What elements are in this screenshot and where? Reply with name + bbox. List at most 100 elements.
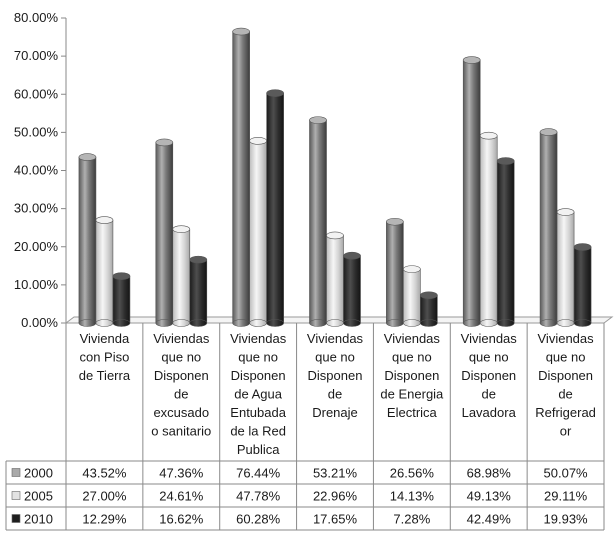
bar-base-2010-0 [112, 319, 131, 327]
data-label-2010-0: 12.29% [82, 512, 127, 527]
bar-2010-6 [573, 246, 592, 324]
category-label-3: Viviendas que no Disponen de Drenaje [307, 331, 364, 420]
category-label-line: Disponen [231, 368, 286, 383]
category-label-line: Refrigerad [535, 405, 596, 420]
legend-label-2005: 2005 [24, 489, 53, 504]
category-label-line: de la Red [230, 424, 286, 439]
bar-top-2005-5 [479, 131, 498, 140]
category-label-line: de [481, 387, 495, 402]
bar-2005-3 [326, 235, 344, 324]
data-label-2010-1: 16.62% [159, 512, 204, 527]
data-label-2010-5: 42.49% [467, 512, 512, 527]
bar-base-2000-6 [539, 319, 558, 327]
legend-swatch-2000 [11, 468, 21, 477]
category-label-line: Viviendas [230, 331, 287, 346]
bar-base-2000-0 [78, 319, 97, 327]
category-label-line: Electrica [387, 405, 438, 420]
bar-top-2010-3 [343, 251, 361, 260]
category-label-line: Disponen [384, 368, 439, 383]
legend-swatch-2010 [11, 514, 21, 523]
bar-top-2005-0 [95, 216, 114, 224]
category-label-line: que no [469, 350, 509, 365]
bar-base-2000-4 [386, 319, 404, 327]
bar-base-2005-5 [479, 319, 498, 327]
category-label-4: Viviendas que no Disponen de Energia Electri… [380, 331, 444, 420]
category-label-line: o sanitario [151, 424, 211, 439]
y-tick-label: 0.00% [21, 315, 58, 330]
bar-top-2010-2 [266, 89, 284, 97]
category-label-line: Disponen [308, 368, 363, 383]
category-label-6: Viviendas que no Disponen de Refrigerad or [535, 331, 596, 439]
category-label-5: Viviendas que no Disponen de Lavadora [461, 331, 518, 420]
bar-base-2010-4 [420, 319, 438, 327]
category-label-line: Viviendas [307, 331, 364, 346]
category-label-line: Viviendas [384, 331, 441, 346]
bar-2010-0 [112, 275, 131, 324]
y-tick-label: 40.00% [14, 163, 59, 178]
category-label-line: Publica [237, 442, 280, 457]
bar-2000-4 [386, 221, 404, 324]
category-label-line: que no [161, 350, 201, 365]
bar-top-2000-5 [462, 56, 481, 64]
category-label-line: Viviendas [538, 331, 595, 346]
bar-top-2010-1 [189, 255, 208, 264]
bar-top-2010-4 [420, 291, 438, 300]
data-label-2005-4: 14.13% [390, 489, 435, 504]
legend-label-2000: 2000 [24, 466, 53, 481]
data-label-2005-0: 27.00% [82, 489, 127, 504]
bar-top-2010-0 [112, 272, 131, 280]
bar-top-2000-2 [232, 27, 250, 36]
category-label-line: de [174, 387, 188, 402]
bar-2000-3 [309, 119, 327, 324]
data-label-2000-2: 76.44% [236, 466, 281, 481]
data-label-2005-1: 24.61% [159, 489, 204, 504]
bar-2010-3 [343, 255, 361, 324]
bar-2010-1 [189, 259, 208, 324]
category-label-line: con Piso [79, 350, 129, 365]
category-label-line: or [560, 424, 572, 439]
bar-top-2010-6 [573, 243, 592, 251]
data-label-2005-2: 47.78% [236, 489, 281, 504]
bar-top-2005-4 [403, 265, 421, 273]
bar-base-2010-6 [573, 319, 592, 327]
y-tick-label: 70.00% [14, 48, 59, 63]
data-label-2010-6: 19.93% [544, 512, 589, 527]
category-label-1: Viviendas que no Disponen de excusado o sanit… [151, 331, 211, 439]
category-label-line: que no [315, 350, 355, 365]
bar-2000-2 [232, 31, 250, 324]
bar-base-2005-6 [556, 319, 575, 327]
category-label-line: Viviendas [153, 331, 210, 346]
bar-top-2000-4 [386, 217, 404, 226]
category-label-line: de Energia [380, 387, 444, 402]
bar-2005-0 [95, 219, 114, 324]
bar-2000-1 [155, 142, 174, 324]
bars-layer [78, 27, 592, 327]
category-label-line: Viviendas [461, 331, 518, 346]
bar-base-2005-1 [172, 319, 191, 327]
bar-top-2005-1 [172, 225, 191, 233]
data-label-2000-3: 53.21% [313, 466, 358, 481]
bar-top-2000-1 [155, 138, 174, 147]
category-label-line: que no [392, 350, 432, 365]
bar-base-2000-2 [232, 319, 250, 327]
category-label-line: Entubada [230, 405, 286, 420]
bar-2005-1 [172, 228, 191, 324]
bar-top-2005-6 [556, 208, 575, 216]
category-label-line: Disponen [461, 368, 516, 383]
bar-base-2000-5 [462, 319, 481, 327]
data-label-2010-2: 60.28% [236, 512, 281, 527]
category-label-line: Disponen [538, 368, 593, 383]
category-label-line: de [328, 387, 342, 402]
category-label-line: Vivienda [80, 331, 130, 346]
category-label-2: Viviendas que no Disponen de Agua Entubada de… [230, 331, 287, 457]
bar-2010-2 [266, 92, 284, 324]
data-label-2005-6: 29.11% [544, 489, 588, 504]
bar-2005-2 [249, 140, 267, 324]
bar-base-2010-3 [343, 319, 361, 327]
bar-base-2005-2 [249, 319, 267, 327]
bar-base-2000-3 [309, 319, 327, 327]
y-tick-label: 60.00% [14, 86, 59, 101]
data-label-2000-6: 50.07% [544, 466, 589, 481]
